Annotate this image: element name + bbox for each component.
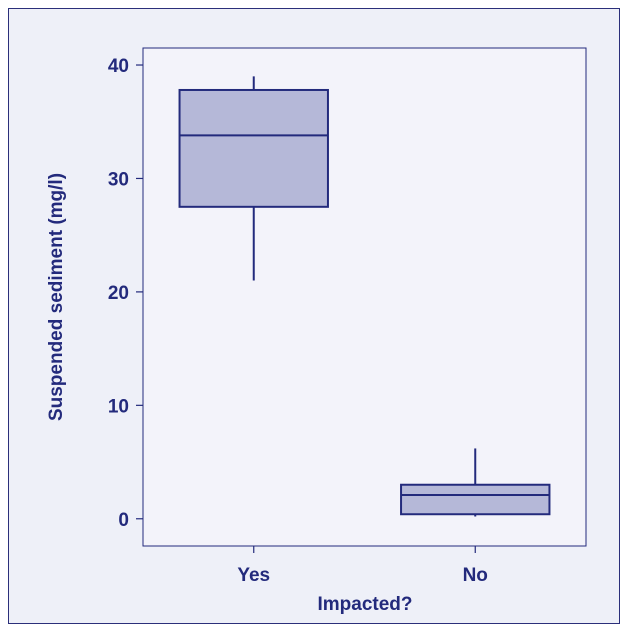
y-tick-label: 40: [108, 56, 129, 77]
x-axis-label: Impacted?: [317, 594, 412, 615]
y-tick-label: 0: [118, 510, 129, 531]
x-tick-label: No: [463, 565, 488, 586]
x-tick-label: Yes: [237, 565, 270, 586]
y-tick-label: 10: [108, 396, 129, 417]
y-axis: 0 10 20 30 40: [108, 56, 143, 531]
boxes: [178, 76, 551, 517]
y-tick-label: 30: [108, 169, 129, 190]
box-iqr: [400, 483, 551, 516]
box-iqr: [178, 88, 329, 208]
x-axis: Yes No: [237, 546, 488, 586]
y-axis-label: Suspended sediment (mg/l): [46, 173, 67, 421]
y-tick-label: 20: [108, 283, 129, 304]
